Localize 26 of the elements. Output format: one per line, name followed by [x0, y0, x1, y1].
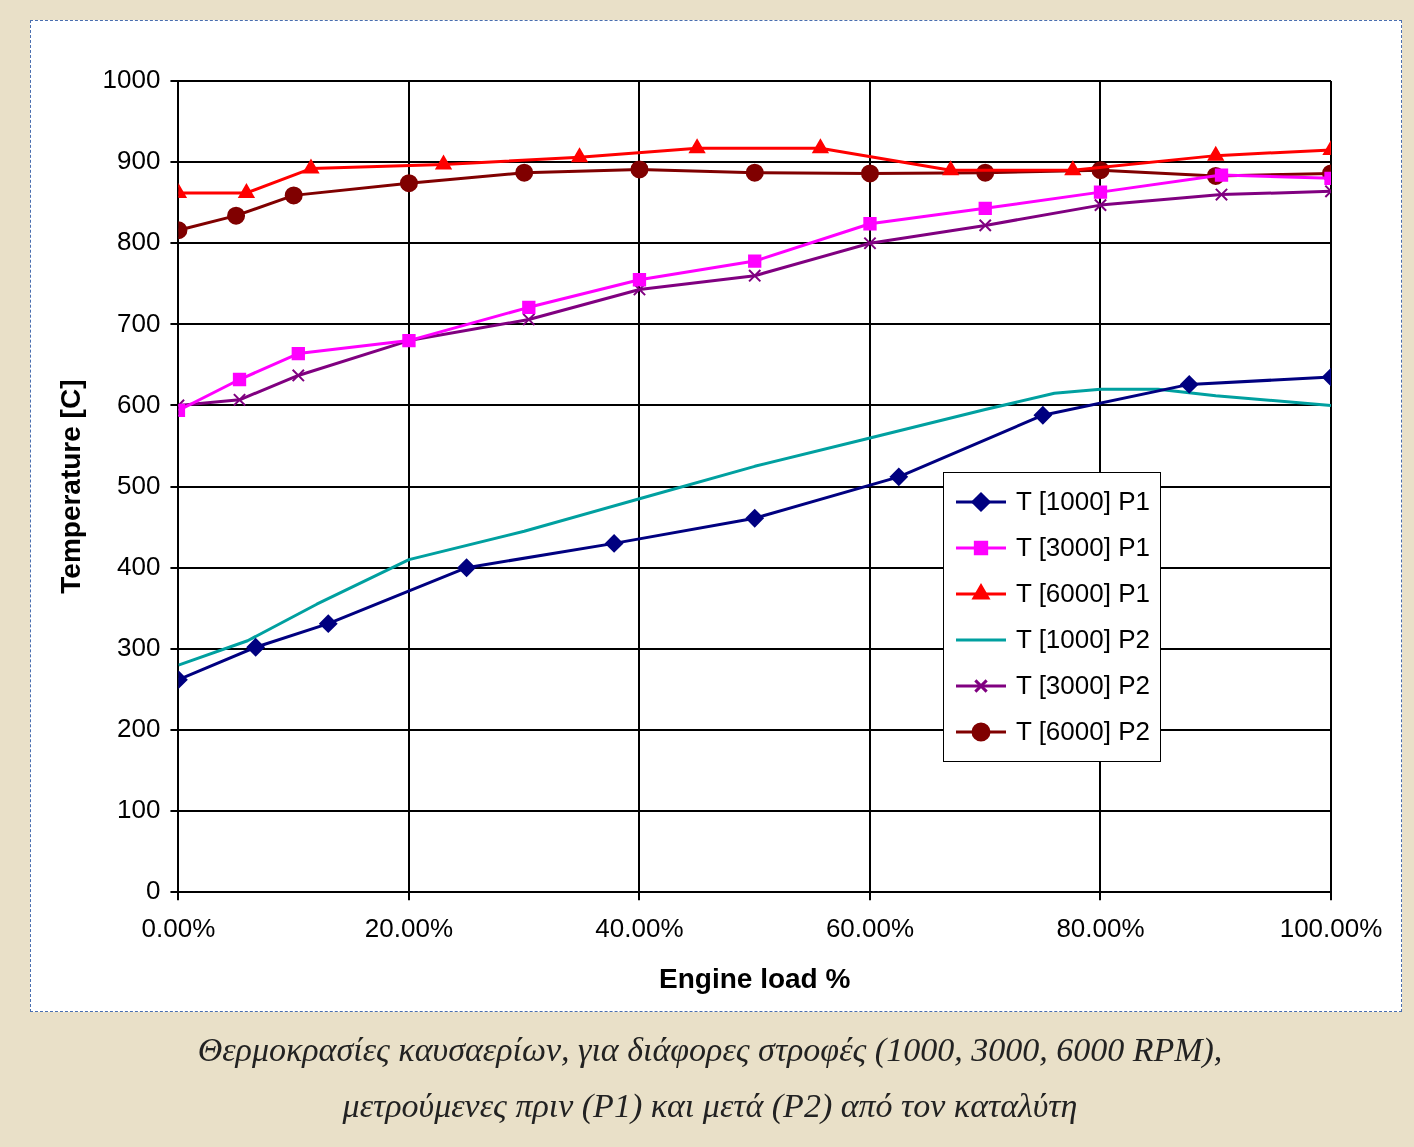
- y-tick-label: 800: [117, 226, 161, 257]
- legend-label: T [1000] P1: [1016, 486, 1150, 518]
- y-tick-label: 200: [117, 713, 161, 744]
- y-tick-label: 600: [117, 388, 161, 419]
- legend-label: T [3000] P2: [1016, 670, 1150, 702]
- legend-label: T [1000] P2: [1016, 624, 1150, 656]
- legend-label: T [6000] P2: [1016, 716, 1150, 748]
- y-tick-label: 1000: [102, 64, 161, 95]
- legend-label: T [3000] P1: [1016, 532, 1150, 564]
- y-tick-label: 0: [145, 875, 161, 906]
- y-tick-label: 100: [117, 794, 161, 825]
- y-tick-label: 400: [117, 550, 161, 581]
- x-tick-label: 40.00%: [595, 912, 684, 943]
- y-tick-label: 500: [117, 469, 161, 500]
- legend-label: T [6000] P1: [1016, 578, 1150, 610]
- x-tick-label: 80.00%: [1056, 912, 1145, 943]
- x-tick-label: 0.00%: [141, 912, 216, 943]
- y-axis-title: Temperature [C]: [54, 379, 86, 594]
- y-tick-label: 700: [117, 307, 161, 338]
- x-tick-label: 100.00%: [1279, 912, 1383, 943]
- y-tick-label: 900: [117, 145, 161, 176]
- y-tick-label: 300: [117, 632, 161, 663]
- x-tick-label: 20.00%: [364, 912, 454, 943]
- text: Θερμοκρασίες καυσαερίων, για διάφορες στροφές (1000, 3000, 6000 RPM), μετρούμενες πριν (P1) και μετά (P2) από τον καταλύτη: [196, 1030, 1224, 1126]
- x-axis-title: Engine load %: [659, 962, 851, 994]
- x-tick-label: 60.00%: [825, 912, 915, 943]
